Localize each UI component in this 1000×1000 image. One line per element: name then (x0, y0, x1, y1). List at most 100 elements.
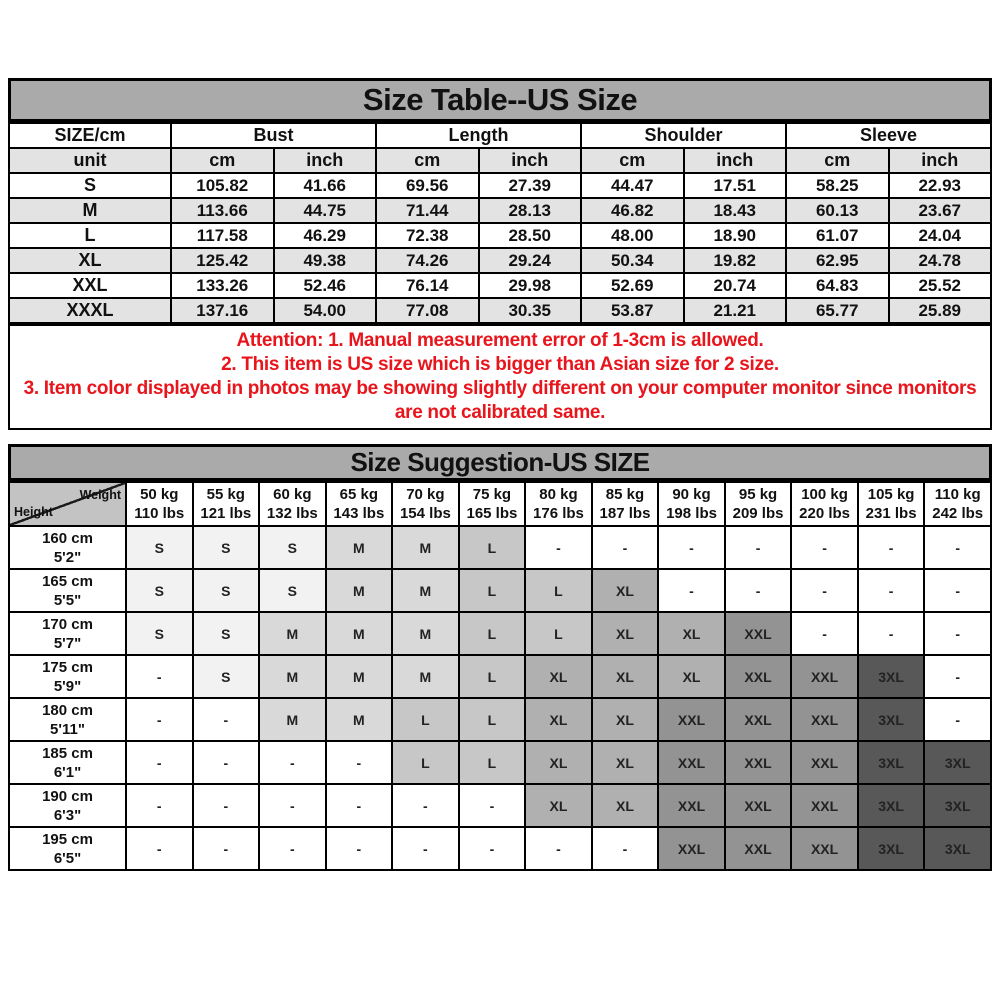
size-table-body: S 105.82 41.66 69.56 27.39 44.47 17.51 58.25 22.… (8, 172, 992, 324)
suggestion-cell: - (191, 826, 261, 871)
attention-note: Attention: 1. Manual measurement error o… (8, 324, 992, 430)
suggestion-cell: - (856, 525, 926, 570)
suggestion-cell: - (524, 826, 593, 871)
measurement-cell: 44.75 (272, 197, 377, 224)
suggestion-cell: S (258, 525, 327, 570)
suggestion-cell: - (324, 740, 394, 785)
measurement-cell: 22.93 (887, 172, 992, 199)
size-row: L 117.58 46.29 72.38 28.50 48.00 18.90 61.07 24.… (8, 222, 992, 249)
weight-kg: 75 kg (472, 486, 512, 503)
weight-header-cell: 95 kg 209 lbs (723, 481, 793, 527)
suggestion-cell: XXL (657, 697, 726, 742)
weight-header-cell: 50 kg 110 lbs (125, 481, 194, 527)
height-cell: 180 cm 5'11" (8, 697, 127, 742)
measurement-cell: 28.13 (477, 197, 582, 224)
suggestion-cell: L (457, 525, 527, 570)
measurement-cell: 46.82 (580, 197, 685, 224)
weight-lbs: 220 lbs (799, 505, 851, 522)
corner-weight-label: Weight (79, 488, 121, 502)
measurement-cell: 50.34 (580, 247, 685, 274)
suggestion-cell: XXL (723, 611, 793, 656)
weight-header-cell: 85 kg 187 lbs (590, 481, 660, 527)
suggestion-cell: XL (524, 740, 593, 785)
suggestion-cell: 3XL (923, 740, 992, 785)
suggestion-cell: - (191, 697, 261, 742)
weight-header-cell: 55 kg 121 lbs (191, 481, 261, 527)
suggestion-cell: XXL (723, 740, 793, 785)
suggestion-cell: XXL (790, 697, 859, 742)
suggestion-cell: - (258, 826, 327, 871)
weight-lbs: 154 lbs (399, 505, 451, 522)
suggestion-cell: - (457, 826, 527, 871)
measurement-cell: 19.82 (682, 247, 787, 274)
weight-kg: 70 kg (406, 486, 445, 503)
unit-cell: cm (375, 147, 480, 174)
suggestion-cell: M (258, 654, 327, 699)
suggestion-row: 160 cm 5'2" S S S M M L - - - - - - - (8, 525, 992, 570)
measurement-cell: 64.83 (785, 272, 890, 299)
weight-lbs: 132 lbs (266, 505, 318, 522)
attention-line: 2. This item is US size which is bigger … (221, 354, 779, 375)
height-cm: 190 cm (42, 787, 93, 805)
weight-kg: 85 kg (605, 486, 645, 503)
weight-lbs: 231 lbs (865, 505, 917, 522)
weight-header-cell: 80 kg 176 lbs (524, 481, 593, 527)
suggestion-cell: S (125, 525, 194, 570)
height-cm: 175 cm (42, 658, 93, 676)
size-label-cell: S (8, 172, 172, 199)
suggestion-cell: XXL (790, 740, 859, 785)
measurement-cell: 69.56 (375, 172, 480, 199)
measurement-cell: 27.39 (477, 172, 582, 199)
size-row: XXL 133.26 52.46 76.14 29.98 52.69 20.74 64.83 2… (8, 272, 992, 299)
suggestion-cell: 3XL (856, 654, 926, 699)
suggestion-row: 165 cm 5'5" S S S M M L L XL - - - - - (8, 568, 992, 613)
size-suggestion-body: 160 cm 5'2" S S S M M L - - - - - - -165 cm 5'5" S S S M M L L… (8, 525, 992, 871)
suggestion-cell: XL (590, 740, 660, 785)
suggestion-cell: XL (590, 654, 660, 699)
measurement-cell: 72.38 (375, 222, 480, 249)
weight-kg: 95 kg (738, 486, 778, 503)
suggestion-cell: S (191, 611, 261, 656)
measurement-cell: 52.69 (580, 272, 685, 299)
suggestion-cell: - (723, 568, 793, 613)
suggestion-cell: XL (524, 654, 593, 699)
weight-lbs: 165 lbs (466, 505, 518, 522)
suggestion-cell: 3XL (856, 783, 926, 828)
measurement-cell: 41.66 (272, 172, 377, 199)
suggestion-row: 195 cm 6'5" - - - - - - - - XXL XXL XXL 3XL 3XL (8, 826, 992, 871)
suggestion-cell: - (524, 525, 593, 570)
weight-lbs: 143 lbs (333, 505, 385, 522)
weight-lbs: 176 lbs (533, 505, 584, 522)
size-label-cell: L (8, 222, 172, 249)
size-label-cell: XXXL (8, 297, 172, 324)
suggestion-cell: XL (524, 697, 593, 742)
size-table-group-header: Length (375, 122, 582, 149)
suggestion-cell: XXL (790, 826, 859, 871)
measurement-cell: 74.26 (375, 247, 480, 274)
suggestion-cell: M (324, 654, 394, 699)
measurement-cell: 61.07 (785, 222, 890, 249)
size-row: XL 125.42 49.38 74.26 29.24 50.34 19.82 62.95 24… (8, 247, 992, 274)
measurement-cell: 18.90 (682, 222, 787, 249)
height-ft: 6'3" (53, 806, 82, 824)
suggestion-cell: L (457, 654, 527, 699)
height-cell: 170 cm 5'7" (8, 611, 127, 656)
weight-kg: 65 kg (339, 486, 379, 503)
height-cm: 160 cm (42, 529, 93, 547)
suggestion-row: 185 cm 6'1" - - - - L L XL XL XXL XXL XXL 3XL 3XL (8, 740, 992, 785)
suggestion-cell: XL (590, 783, 660, 828)
suggestion-cell: - (923, 654, 992, 699)
size-table-title: Size Table--US Size (8, 78, 992, 122)
suggestion-cell: XXL (657, 783, 726, 828)
suggestion-cell: M (391, 525, 460, 570)
measurement-cell: 24.78 (887, 247, 992, 274)
suggestion-cell: - (391, 826, 460, 871)
weight-header-cell: 90 kg 198 lbs (657, 481, 726, 527)
suggestion-cell: - (125, 697, 194, 742)
suggestion-cell: 3XL (856, 826, 926, 871)
unit-cell: inch (272, 147, 377, 174)
size-table-group-header: SIZE/cm (8, 122, 172, 149)
weight-header-cell: 75 kg 165 lbs (457, 481, 527, 527)
suggestion-cell: XL (657, 654, 726, 699)
